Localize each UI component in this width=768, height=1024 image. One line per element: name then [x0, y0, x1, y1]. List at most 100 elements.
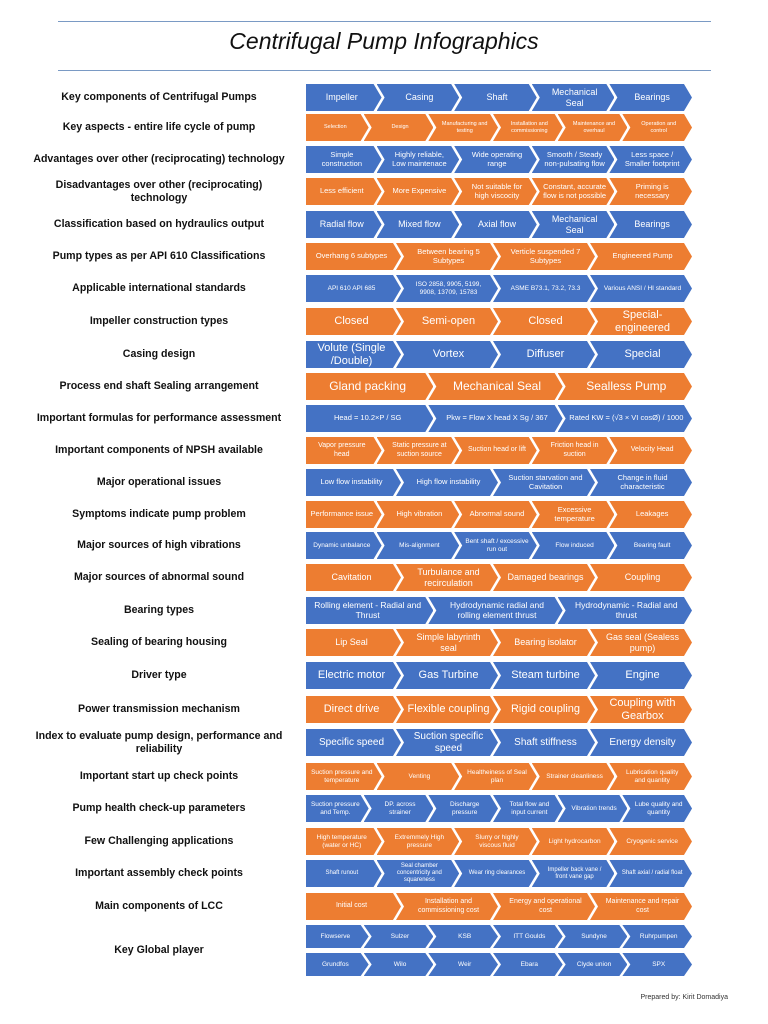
infographic-row: Important start up check points Suction p…: [0, 763, 768, 790]
chevron-band: Simple construction Highly reliable, Low …: [306, 146, 692, 173]
chevron-item: Lubrication quality and quantity: [609, 763, 692, 790]
chevron-item: Suction head or lift: [454, 437, 537, 464]
chevron-item: Verticle suspended 7 Subtypes: [493, 243, 595, 270]
chevron-item: Gas seal (Sealess pump): [590, 629, 692, 656]
chevron-item: Wide operating range: [454, 146, 537, 173]
chevron-item: Diffuser: [493, 341, 595, 368]
row-label: Sealing of bearing housing: [91, 636, 227, 649]
chevron-item: Priming is necessary: [609, 178, 692, 205]
row-label: Pump types as per API 610 Classification…: [52, 250, 266, 263]
infographic-row: Classification based on hydraulics outpu…: [0, 211, 768, 238]
chevron-item: Coupling with Gearbox: [590, 696, 692, 723]
infographic-row: Applicable international standards API 61…: [0, 275, 768, 302]
chevron-item: Wilo: [364, 953, 434, 976]
chevron-band: Shaft runout Seal chamber concentricity a…: [306, 860, 692, 887]
chevron-band: Vapor pressure head Static pressure at su…: [306, 437, 692, 464]
chevron-band: Performance issue High vibration Abnormal …: [306, 501, 692, 528]
chevron-band: Specific speed Suction specific speed Shaf…: [306, 729, 692, 756]
chevron-item: Change in fluid characteristic: [590, 469, 692, 496]
row-label: Index to evaluate pump design, performan…: [35, 730, 283, 755]
chevron-item: Gas Turbine: [396, 662, 498, 689]
row-label: Key Global player: [114, 944, 204, 957]
chevron-item: Coupling: [590, 564, 692, 591]
chevron-item: Mixed flow: [377, 211, 460, 238]
chevron-band: Impeller Casing Shaft Mechanical Seal Bearin…: [306, 84, 692, 111]
chevron-band: Direct drive Flexible coupling Rigid coupl…: [306, 696, 692, 723]
credit-text: Prepared by: Kirit Domadiya: [640, 994, 728, 1001]
infographic-row: Few Challenging applications High tempera…: [0, 828, 768, 855]
chevron-item: Hydrodynamic - Radial and thrust: [558, 597, 692, 624]
row-label: Classification based on hydraulics outpu…: [53, 218, 265, 231]
chevron-item: Venting: [377, 763, 460, 790]
chevron-item: Shaft stiffness: [493, 729, 595, 756]
chevron-item: Shaft axial / radial float: [609, 860, 692, 887]
chevron-band: Electric motor Gas Turbine Steam turbine En…: [306, 662, 692, 689]
row-label: Key components of Centrifugal Pumps: [61, 91, 257, 104]
chevron-item: Wear ring clearances: [454, 860, 537, 887]
row-label: Symptoms indicate pump problem: [72, 508, 246, 521]
chevron-item: Healtheiness of Seal plan: [454, 763, 537, 790]
infographic-row: Major operational issues Low flow instabi…: [0, 469, 768, 496]
chevron-item: Axial flow: [454, 211, 537, 238]
chevron-item: Impeller: [306, 84, 382, 111]
chevron-item: Mechanical Seal: [532, 211, 615, 238]
infographic-row: Pump types as per API 610 Classification…: [0, 243, 768, 270]
row-label: Impeller construction types: [89, 315, 229, 328]
chevron-item: Highly reliable, Low maintenace: [377, 146, 460, 173]
chevron-band: Grundfos Wilo Weir Ebara Clyde union SPX: [306, 953, 692, 976]
chevron-item: Electric motor: [306, 662, 401, 689]
chevron-item: Less efficient: [306, 178, 382, 205]
chevron-item: Discharge pressure: [428, 795, 498, 822]
chevron-item: Abnormal sound: [454, 501, 537, 528]
chevron-item: Leakages: [609, 501, 692, 528]
chevron-item: Specific speed: [306, 729, 401, 756]
chevron-item: Engine: [590, 662, 692, 689]
chevron-item: Closed: [306, 308, 401, 335]
chevron-item: Operation and control: [622, 114, 692, 141]
infographic-row: Main components of LCC Initial cost Instal…: [0, 893, 768, 920]
chevron-band: Cavitation Turbulance and recirculation Da…: [306, 564, 692, 591]
infographic-row: Major sources of high vibrations Dynamic …: [0, 532, 768, 559]
chevron-item: Clyde union: [558, 953, 628, 976]
chevron-item: Between bearing 5 Subtypes: [396, 243, 498, 270]
chevron-item: Steam turbine: [493, 662, 595, 689]
infographic-row: Casing design Volute (Single /Double) Vort…: [0, 341, 768, 368]
chevron-item: Velocity Head: [609, 437, 692, 464]
chevron-item: Rolling element - Radial and Thrust: [306, 597, 433, 624]
chevron-item: ASME B73.1, 73.2, 73.3: [493, 275, 595, 302]
chevron-item: Bearings: [609, 84, 692, 111]
chevron-item: Sundyne: [558, 925, 628, 948]
chevron-item: Ruhrpumpen: [622, 925, 692, 948]
chevron-item: Impeller back vane / front vane gap: [532, 860, 615, 887]
chevron-item: Mis-alignment: [377, 532, 460, 559]
chevron-item: ITT Goulds: [493, 925, 563, 948]
row-label: Important components of NPSH available: [55, 444, 263, 457]
infographic-row: Driver type Electric motor Gas Turbine Stea…: [0, 662, 768, 689]
chevron-band: Radial flow Mixed flow Axial flow Mechanica…: [306, 211, 692, 238]
chevron-band: Initial cost Installation and commissioni…: [306, 893, 692, 920]
chevron-item: Suction pressure and Temp.: [306, 795, 369, 822]
chevron-item: Low flow instability: [306, 469, 401, 496]
row-label: Bearing types: [123, 604, 195, 617]
row-label: Disadvantages over other (reciprocating)…: [55, 179, 263, 204]
row-label: Key aspects - entire life cycle of pump: [62, 121, 256, 134]
chevron-item: Grundfos: [306, 953, 369, 976]
chevron-item: Turbulance and recirculation: [396, 564, 498, 591]
chevron-item: Head = 10.2×P / SG: [306, 405, 433, 432]
chevron-band: Flowserve Sulzer KSB ITT Goulds Sundyne Ruhrp…: [306, 925, 692, 948]
chevron-item: Shaft runout: [306, 860, 382, 887]
chevron-item: Installation and commissioning cost: [396, 893, 498, 920]
chevron-item: API 610 API 685: [306, 275, 401, 302]
row-label: Major sources of high vibrations: [77, 539, 241, 552]
chevron-item: Performance issue: [306, 501, 382, 528]
chevron-item: Energy density: [590, 729, 692, 756]
chevron-band: Suction pressure and Temp. DP. across str…: [306, 795, 692, 822]
chevron-item: High vibration: [377, 501, 460, 528]
chevron-item: Extremmely High pressure: [377, 828, 460, 855]
chevron-item: Strainer cleanliness: [532, 763, 615, 790]
infographic-row: Important assembly check points Shaft run…: [0, 860, 768, 887]
chevron-item: Cavitation: [306, 564, 401, 591]
row-label: Process end shaft Sealing arrangement: [59, 380, 259, 393]
chevron-item: Special-engineered: [590, 308, 692, 335]
chevron-item: Seal chamber concentricity and squarenes…: [377, 860, 460, 887]
